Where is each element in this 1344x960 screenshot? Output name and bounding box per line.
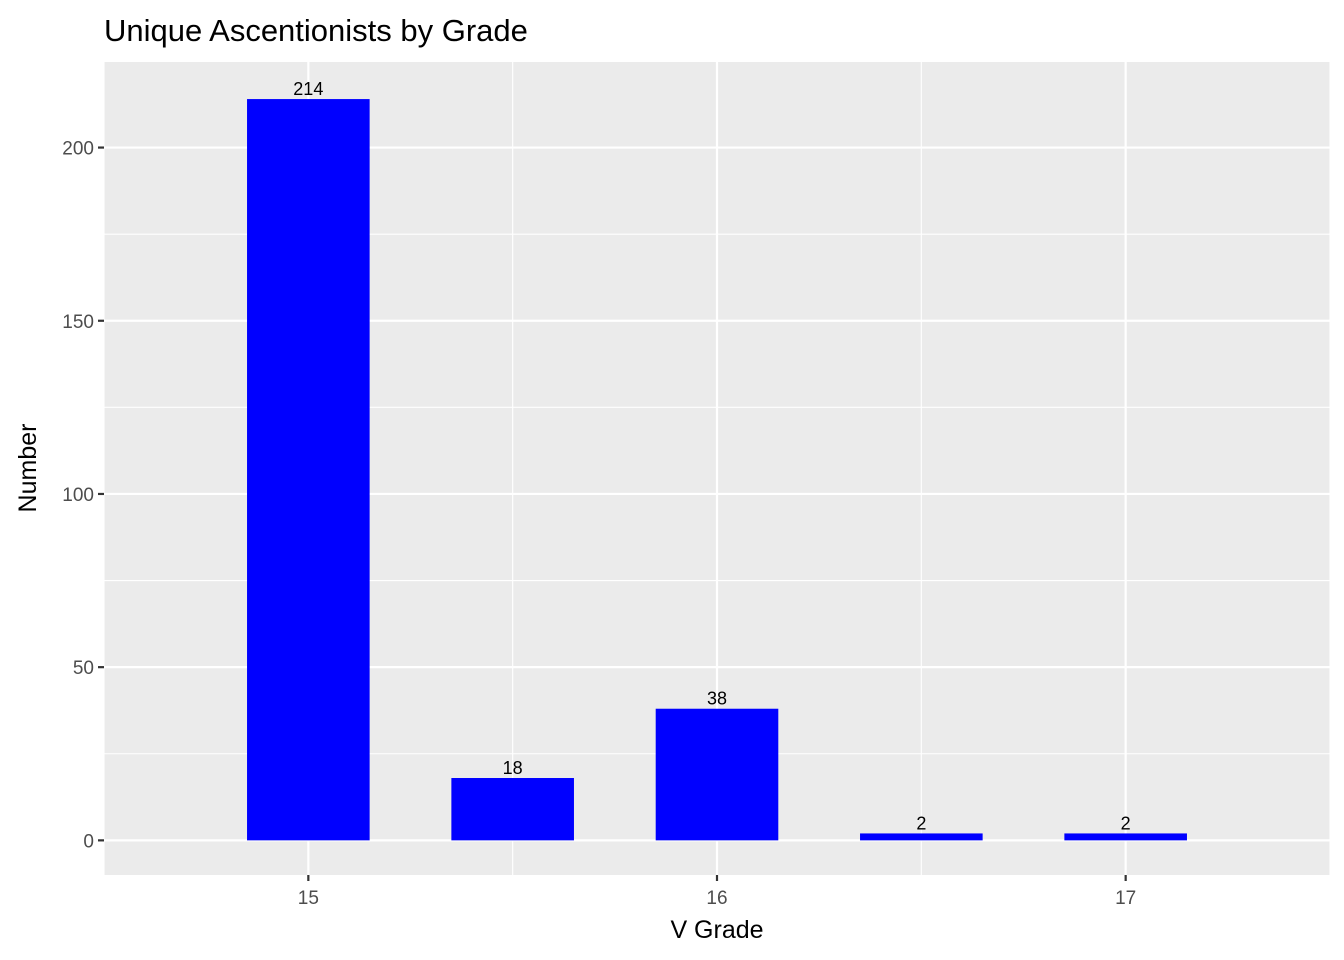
x-tick-label: 16 (706, 888, 727, 909)
bar (860, 833, 983, 841)
bar-value-label: 18 (503, 758, 523, 778)
bar-value-label: 2 (916, 813, 926, 833)
bar-value-labels: 214 18 38 2 2 (293, 79, 1130, 833)
x-axis-title: V Grade (670, 916, 763, 944)
x-axis: 15 16 17 (298, 875, 1136, 909)
y-tick-label: 50 (73, 658, 94, 679)
x-tick-label: 17 (1115, 888, 1136, 909)
bar-value-label: 2 (1121, 813, 1131, 833)
bars (247, 99, 1187, 841)
bar (451, 778, 574, 841)
y-axis: 0 50 100 150 200 (62, 139, 104, 852)
bar (655, 708, 779, 841)
bar-value-label: 214 (293, 79, 323, 99)
y-tick-label: 150 (62, 312, 94, 333)
y-tick-label: 0 (83, 831, 94, 852)
y-tick-label: 200 (62, 139, 94, 160)
y-axis-title: Number (14, 424, 42, 513)
x-tick-label: 15 (298, 888, 319, 909)
chart-title: Unique Ascentionists by Grade (104, 13, 528, 48)
y-tick-label: 100 (62, 485, 94, 506)
bar (1064, 833, 1187, 841)
bar-value-label: 38 (707, 689, 727, 709)
bar (247, 99, 370, 841)
